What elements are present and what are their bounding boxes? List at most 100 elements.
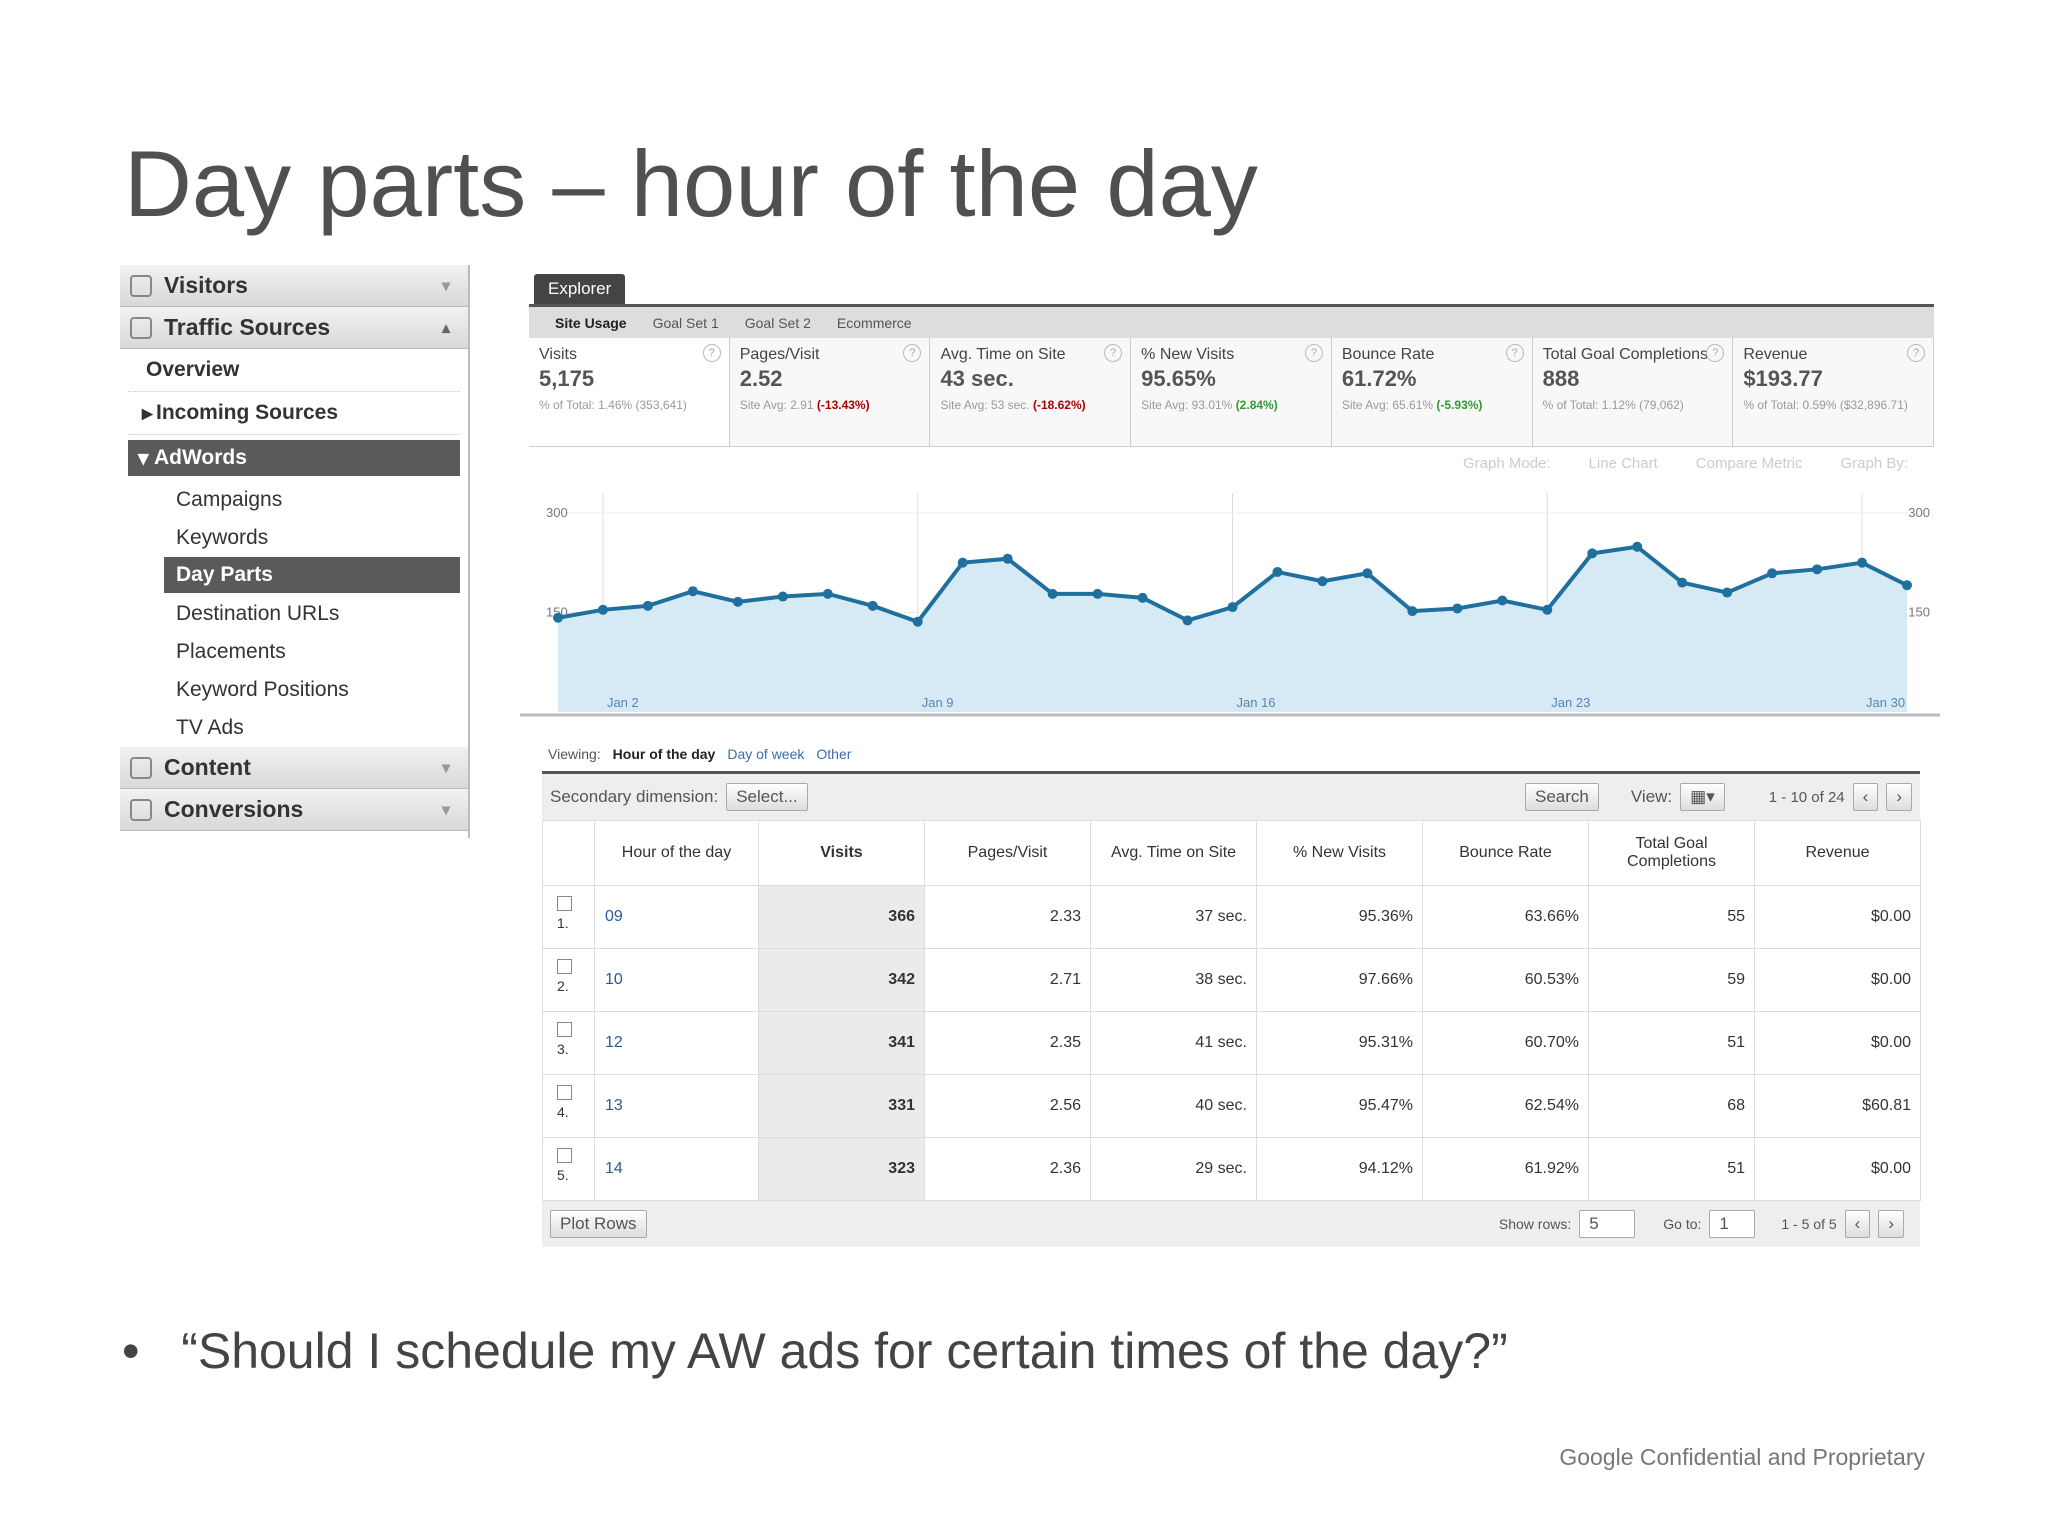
checkbox[interactable] xyxy=(557,1022,572,1037)
nav-item[interactable]: TV Ads xyxy=(176,716,244,739)
next-button[interactable]: › xyxy=(1886,783,1912,811)
metric-note: Site Avg: 2.91 (-13.43%) xyxy=(740,398,920,412)
cell[interactable]: 10 xyxy=(594,948,759,1012)
header-cell[interactable]: Avg. Time on Site xyxy=(1090,820,1257,886)
graph-option[interactable]: Graph By: xyxy=(1840,455,1908,472)
metric-value: 43 sec. xyxy=(940,366,1014,391)
point xyxy=(553,612,563,623)
checkbox[interactable] xyxy=(557,959,572,974)
view-option[interactable]: Day of week xyxy=(727,746,805,762)
nav-item[interactable]: Destination URLs xyxy=(176,602,340,625)
nav-item[interactable]: Campaigns xyxy=(176,488,283,511)
graph-option[interactable]: Compare Metric xyxy=(1695,455,1803,472)
point xyxy=(1002,553,1013,564)
sidebar: VisitorsTraffic SourcesOverviewIncoming … xyxy=(120,265,470,838)
point xyxy=(1182,615,1193,626)
subtab[interactable]: Goal Set 1 xyxy=(652,315,719,331)
nav-item[interactable]: Conversions xyxy=(120,789,468,831)
checkbox[interactable] xyxy=(557,1085,572,1100)
point xyxy=(1542,604,1553,615)
metric-box[interactable]: Revenue? $193.77 % of Total: 0.59% ($32,89… xyxy=(1733,338,1935,446)
metric-value: $193.77 xyxy=(1743,366,1823,391)
header-cell[interactable]: Visits xyxy=(758,820,925,886)
metric-box[interactable]: Bounce Rate? 61.72% Site Avg: 65.61% (-5.9… xyxy=(1331,338,1533,446)
metric-note-text: % of Total: 0.59% ($32,896.71) xyxy=(1743,398,1908,412)
cell: 62.54% xyxy=(1422,1074,1589,1138)
point xyxy=(822,588,833,599)
nav-item[interactable]: Placements xyxy=(176,640,286,663)
nav-item[interactable]: Keywords xyxy=(176,526,269,549)
prev-page[interactable]: ‹ xyxy=(1844,1210,1871,1238)
checkbox[interactable] xyxy=(557,1148,572,1163)
subtab[interactable]: Ecommerce xyxy=(836,315,912,331)
view-button[interactable]: ▦▾ xyxy=(1680,783,1725,811)
bullet: • “Should I schedule my AW ads for certa… xyxy=(122,1323,1508,1379)
cell[interactable]: 13 xyxy=(594,1074,759,1138)
nav-item[interactable]: Traffic Sources xyxy=(120,307,468,349)
select-button[interactable]: Select... xyxy=(726,783,808,811)
slide-title: Day parts – hour of the day xyxy=(124,131,1258,236)
subtab[interactable]: Site Usage xyxy=(555,315,627,331)
nav-item[interactable]: Incoming Sources xyxy=(128,392,460,435)
goto-label: Go to: xyxy=(1663,1216,1702,1232)
point xyxy=(1317,576,1328,587)
prev-button[interactable]: ‹ xyxy=(1852,783,1879,811)
help-icon: ? xyxy=(1304,344,1323,362)
metric-value: 2.52 xyxy=(739,366,783,391)
cell: 95.31% xyxy=(1256,1011,1423,1075)
metric-box[interactable]: Total Goal Completions? 888 % of Total: 1.… xyxy=(1532,338,1734,446)
show-rows-label: Show rows: xyxy=(1498,1216,1572,1232)
nav-item[interactable]: Keyword Positions xyxy=(176,678,349,701)
metric-label: Pages/Visit xyxy=(739,346,820,363)
point xyxy=(1092,588,1103,599)
nav-item[interactable]: Overview xyxy=(128,349,460,392)
header-cell[interactable]: Bounce Rate xyxy=(1422,820,1589,886)
header-cell[interactable]: Pages/Visit xyxy=(924,820,1091,886)
metric-label: Total Goal Completions xyxy=(1542,346,1709,363)
data-table: Secondary dimension: Select... Search View:… xyxy=(542,771,1921,1247)
cell: 94.12% xyxy=(1256,1137,1423,1201)
metric-note-text: Site Avg: 93.01% xyxy=(1141,398,1233,412)
cell: 63.66% xyxy=(1422,885,1589,949)
nav-item[interactable]: AdWords xyxy=(128,440,460,476)
cell: 366 xyxy=(758,885,925,949)
subtab[interactable]: Goal Set 2 xyxy=(744,315,811,331)
footer: Google Confidential and Proprietary xyxy=(1559,1444,1925,1470)
cell[interactable]: 12 xyxy=(594,1011,759,1075)
cell: 342 xyxy=(758,948,925,1012)
y-tick-label: 300 xyxy=(546,505,568,520)
graph-option[interactable]: Graph Mode: xyxy=(1463,455,1551,472)
header-cell[interactable]: % New Visits xyxy=(1256,820,1423,886)
rows-select[interactable]: 5 xyxy=(1579,1210,1636,1238)
metric-box[interactable]: Visits? 5,175 % of Total: 1.46% (353,641) xyxy=(529,338,730,446)
nav-item[interactable]: Visitors xyxy=(120,265,468,307)
point xyxy=(912,616,923,627)
metric-box[interactable]: Avg. Time on Site? 43 sec. Site Avg: 53 se… xyxy=(930,338,1132,446)
header-cell[interactable]: Revenue xyxy=(1754,820,1921,886)
view-option[interactable]: Hour of the day xyxy=(612,746,716,762)
plot-rows-button[interactable]: Plot Rows xyxy=(550,1210,647,1238)
header-cell[interactable]: Hour of the day xyxy=(594,820,759,886)
view-option[interactable]: Other xyxy=(816,746,852,762)
cell: 55 xyxy=(1588,885,1755,949)
search-button[interactable]: Search xyxy=(1525,783,1599,811)
table-row: 4. 13 331 2.56 40 sec. 95.47% 62.54% 68 $60.81 xyxy=(542,1074,1921,1138)
nav-item[interactable]: Content xyxy=(120,747,468,789)
header-cell[interactable]: Total Goal Completions xyxy=(1588,820,1755,886)
metric-box[interactable]: Pages/Visit? 2.52 Site Avg: 2.91 (-13.43%) xyxy=(729,338,931,446)
metric-box[interactable]: % New Visits? 95.65% Site Avg: 93.01% (2.8… xyxy=(1131,338,1332,446)
area xyxy=(558,546,1907,712)
cell: 37 sec. xyxy=(1090,885,1257,949)
nav-item[interactable]: Day Parts xyxy=(164,557,460,593)
point xyxy=(687,586,698,597)
goto-input[interactable]: 1 xyxy=(1709,1210,1756,1238)
explorer-tab[interactable]: Explorer xyxy=(534,274,626,304)
graph-option[interactable]: Line Chart xyxy=(1588,455,1658,472)
checkbox[interactable] xyxy=(557,896,572,911)
cell[interactable]: 14 xyxy=(594,1137,759,1201)
cell[interactable]: 09 xyxy=(594,885,759,949)
metric-note: Site Avg: 53 sec. (-18.62%) xyxy=(940,398,1120,412)
metric-value: 888 xyxy=(1542,366,1580,391)
next-page[interactable]: › xyxy=(1878,1210,1904,1238)
